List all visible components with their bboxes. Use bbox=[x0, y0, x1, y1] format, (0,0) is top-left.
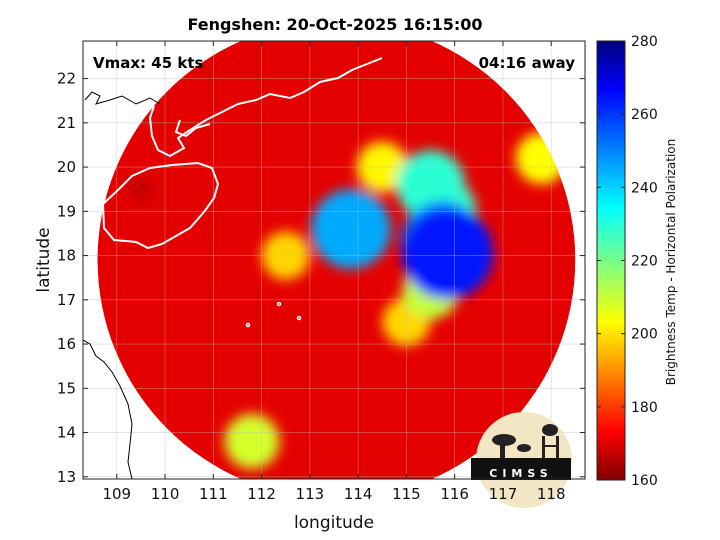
tb-feature-11 bbox=[128, 176, 154, 203]
colorbar-axis: 160 180 200 220 240 260 280 bbox=[597, 34, 658, 489]
x-tick-label: 118 bbox=[537, 485, 566, 503]
y-axis-label: latitude bbox=[34, 227, 54, 292]
y-tick-label: 17 bbox=[57, 291, 76, 309]
coastline bbox=[101, 57, 383, 250]
colorbar-tick-label: 160 bbox=[631, 473, 658, 489]
axes-frame bbox=[82, 40, 586, 480]
grid bbox=[83, 41, 585, 479]
tb-feature-9 bbox=[224, 413, 280, 469]
cimss-logo: CIMSS bbox=[471, 412, 572, 508]
vietnam-coastline bbox=[83, 339, 133, 479]
colorbar-tick-label: 220 bbox=[631, 254, 658, 270]
colorbar-label: Brightness Temp - Horizontal Polarizatio… bbox=[664, 139, 678, 386]
y-tick-label: 19 bbox=[57, 202, 76, 220]
y-tick-label: 13 bbox=[57, 468, 76, 486]
x-tick-label: 113 bbox=[296, 485, 325, 503]
x-tick-label: 115 bbox=[392, 485, 421, 503]
x-axis-label: longitude bbox=[294, 513, 374, 533]
brightness-swath bbox=[97, 41, 576, 479]
x-tick-label: 114 bbox=[344, 485, 373, 503]
time-away-annotation: 04:16 away bbox=[479, 54, 576, 72]
y-tick-label: 21 bbox=[57, 114, 76, 132]
leizhou-coastline bbox=[174, 119, 211, 138]
y-axis: 13 14 15 16 17 18 19 20 21 22 bbox=[57, 70, 585, 486]
y-tick-label: 14 bbox=[57, 424, 76, 442]
colorbar-tick-label: 180 bbox=[631, 400, 658, 416]
y-tick-label: 22 bbox=[57, 70, 76, 88]
chart-title: Fengshen: 20-Oct-2025 16:15:00 bbox=[187, 15, 482, 34]
coastline-outside bbox=[83, 91, 161, 479]
tb-feature-4 bbox=[311, 189, 391, 269]
vmax-annotation: Vmax: 45 kts bbox=[93, 54, 203, 72]
x-axis: 109 110 111 112 113 114 115 116 117 118 bbox=[102, 41, 566, 503]
y-tick-label: 16 bbox=[57, 335, 76, 353]
cimss-logo-text: CIMSS bbox=[489, 467, 552, 480]
colorbar-tick-label: 240 bbox=[631, 180, 658, 196]
y-tick-label: 18 bbox=[57, 247, 76, 265]
hainan-coastline bbox=[101, 161, 220, 250]
south-china-coastline bbox=[148, 57, 383, 158]
mainland-coastline-west bbox=[84, 91, 161, 105]
paracel-islands bbox=[245, 301, 302, 328]
x-tick-label: 110 bbox=[151, 485, 180, 503]
colorbar-tick-label: 260 bbox=[631, 107, 658, 123]
x-tick-label: 112 bbox=[247, 485, 276, 503]
colorbar bbox=[596, 40, 626, 481]
x-tick-label: 111 bbox=[199, 485, 228, 503]
x-tick-label: 117 bbox=[489, 485, 518, 503]
x-tick-label: 116 bbox=[440, 485, 469, 503]
tb-feature-0 bbox=[401, 207, 494, 300]
x-tick-label: 109 bbox=[102, 485, 131, 503]
y-tick-label: 15 bbox=[57, 379, 76, 397]
colorbar-tick-label: 200 bbox=[631, 327, 658, 343]
colorbar-tick-label: 280 bbox=[631, 34, 658, 50]
y-tick-label: 20 bbox=[57, 158, 76, 176]
